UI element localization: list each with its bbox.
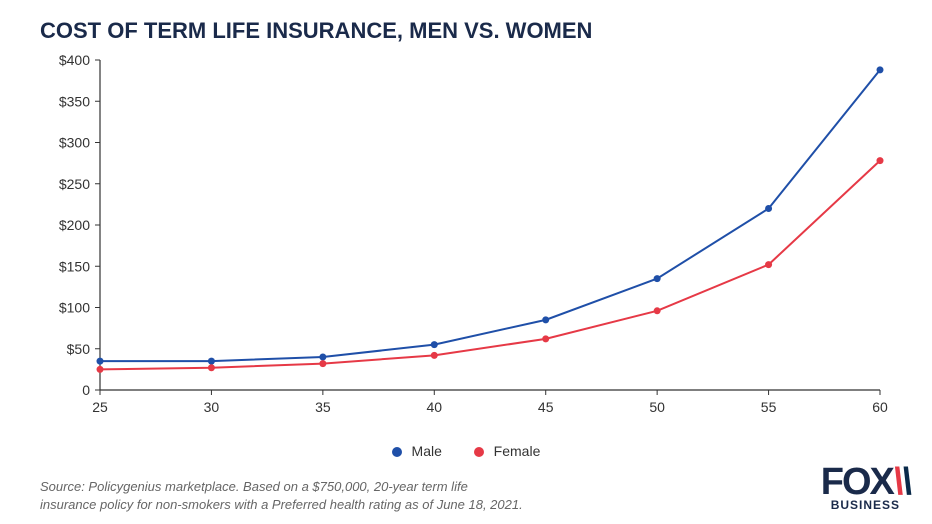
svg-text:50: 50 xyxy=(649,399,665,415)
svg-text:$200: $200 xyxy=(59,217,90,233)
svg-text:$350: $350 xyxy=(59,93,90,109)
svg-text:25: 25 xyxy=(92,399,108,415)
chart-svg: 0 $50 $100 $150 $200 $250 $300 $350 $400 25 30 35 40… xyxy=(40,50,890,420)
fox-business-logo: FOX\\ BUSINESS xyxy=(821,466,910,512)
svg-text:55: 55 xyxy=(761,399,777,415)
legend-male: Male xyxy=(392,443,442,459)
svg-text:$400: $400 xyxy=(59,52,90,68)
legend-dot-male xyxy=(392,447,402,457)
chart-title: COST OF TERM LIFE INSURANCE, MEN VS. WOM… xyxy=(40,18,592,44)
legend-label-male: Male xyxy=(412,443,442,459)
logo-business: BUSINESS xyxy=(821,498,910,512)
svg-text:35: 35 xyxy=(315,399,331,415)
svg-text:60: 60 xyxy=(872,399,888,415)
svg-text:$150: $150 xyxy=(59,258,90,274)
svg-text:0: 0 xyxy=(82,382,90,398)
svg-text:40: 40 xyxy=(426,399,442,415)
svg-text:30: 30 xyxy=(204,399,220,415)
svg-text:$250: $250 xyxy=(59,176,90,192)
legend-dot-female xyxy=(474,447,484,457)
source-text: Source: Policygenius marketplace. Based … xyxy=(40,478,523,514)
svg-text:$300: $300 xyxy=(59,135,90,151)
svg-text:$100: $100 xyxy=(59,300,90,316)
legend: Male Female xyxy=(0,443,932,459)
legend-label-female: Female xyxy=(494,443,541,459)
chart-area: 0 $50 $100 $150 $200 $250 $300 $350 $400 25 30 35 40… xyxy=(40,50,890,420)
logo-fox: FOX\\ xyxy=(821,466,910,498)
legend-female: Female xyxy=(474,443,541,459)
svg-text:45: 45 xyxy=(538,399,554,415)
svg-text:$50: $50 xyxy=(67,341,91,357)
